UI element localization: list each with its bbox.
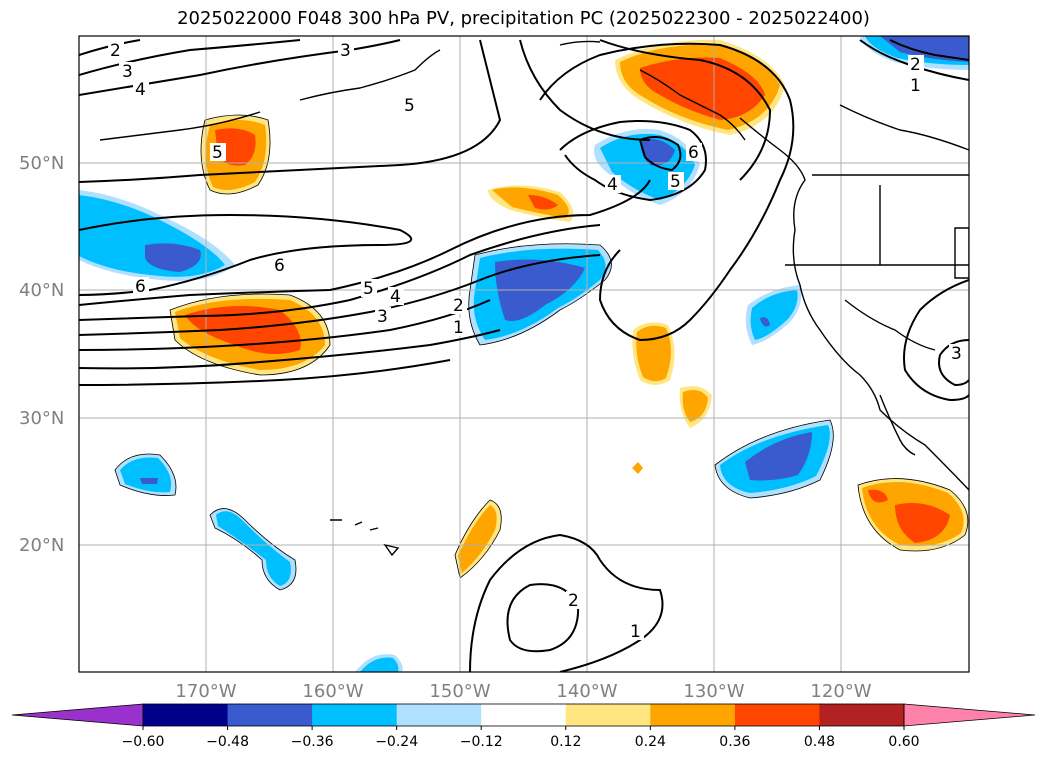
- colorbar-tick-label: 0.48: [804, 734, 835, 750]
- precip-outlines: [114, 114, 969, 591]
- colorbar-segment: [819, 704, 905, 726]
- contour-label: 5: [363, 279, 374, 299]
- contour-label: 5: [404, 96, 415, 116]
- colorbar-extend-high: [903, 703, 1036, 727]
- contour-label: 6: [274, 256, 285, 276]
- colorbar-tick-label: 0.24: [635, 734, 666, 750]
- colorbar-segment: [227, 704, 313, 726]
- contour-label: 2: [910, 55, 921, 75]
- map-frame: [78, 35, 970, 673]
- colorbar-segment: [312, 704, 398, 726]
- lat-label-50n: 50°N: [19, 153, 64, 174]
- colorbar-tick-label: −0.60: [122, 734, 165, 750]
- lon-label-120w: 120°W: [810, 681, 871, 702]
- colorbar-segment: [734, 704, 820, 726]
- colorbar-tick-label: −0.24: [375, 734, 418, 750]
- coastlines: [99, 40, 969, 557]
- contour-labels: 2 3 4 3 5 5 6 6 6 4 5 5 4 3: [108, 40, 965, 642]
- colorbar-segment: [396, 704, 482, 726]
- lon-label-150w: 150°W: [429, 681, 490, 702]
- colorbar-tick-label: −0.12: [460, 734, 503, 750]
- contour-label: 2: [110, 41, 121, 61]
- lat-label-30n: 30°N: [19, 408, 64, 429]
- map-panel: 2 3 4 3 5 5 6 6 6 4 5 5 4 3: [79, 36, 969, 672]
- contour-label: 1: [453, 318, 464, 338]
- contour-label: 2: [453, 296, 464, 316]
- colorbar-frame: [142, 703, 905, 727]
- map-title: 2025022000 F048 300 hPa PV, precipitatio…: [177, 8, 870, 29]
- colorbar-tick-label: 0.36: [719, 734, 750, 750]
- colorbar-segment: [143, 704, 229, 726]
- contour-label: 3: [122, 62, 133, 82]
- colorbar-segment: [481, 704, 567, 726]
- contour-label: 3: [377, 307, 388, 327]
- colorbar-tick-label: −0.48: [206, 734, 249, 750]
- contour-label: 3: [951, 344, 962, 364]
- colorbar-extend-low: [11, 703, 144, 727]
- colorbar-segment: [565, 704, 651, 726]
- colorbar-tick-label: −0.36: [291, 734, 334, 750]
- contour-label: 5: [670, 172, 681, 192]
- contour-label: 4: [607, 175, 618, 195]
- gridlines: [79, 36, 969, 672]
- contour-label: 5: [212, 143, 223, 163]
- contour-label: 1: [630, 622, 641, 642]
- contour-label: 6: [135, 277, 146, 297]
- colorbar-tick-label: 0.60: [888, 734, 919, 750]
- colorbar-segments: [11, 703, 1036, 727]
- contour-label: 4: [135, 80, 146, 100]
- colorbar-segment: [650, 704, 736, 726]
- lon-label-130w: 130°W: [683, 681, 744, 702]
- lon-label-160w: 160°W: [302, 681, 363, 702]
- latitude-labels: 50°N 40°N 30°N 20°N: [19, 153, 64, 556]
- pv-contours: [79, 39, 969, 672]
- contour-label: 2: [568, 591, 579, 611]
- contour-label: 3: [340, 41, 351, 61]
- longitude-labels: 170°W 160°W 150°W 140°W 130°W 120°W: [175, 681, 871, 702]
- lat-label-20n: 20°N: [19, 535, 64, 556]
- contour-label: 4: [390, 287, 401, 307]
- lon-label-170w: 170°W: [175, 681, 236, 702]
- lat-label-40n: 40°N: [19, 280, 64, 301]
- colorbar: −0.60 −0.48 −0.36 −0.24 −0.12 0.12 0.24 0.36 0.4…: [11, 703, 1036, 750]
- lon-label-140w: 140°W: [556, 681, 617, 702]
- contour-label: 6: [688, 143, 699, 163]
- contour-label: 1: [910, 76, 921, 96]
- colorbar-tick-label: 0.12: [550, 734, 581, 750]
- colorbar-ticks: −0.60 −0.48 −0.36 −0.24 −0.12 0.12 0.24 0.36 0.4…: [122, 726, 920, 750]
